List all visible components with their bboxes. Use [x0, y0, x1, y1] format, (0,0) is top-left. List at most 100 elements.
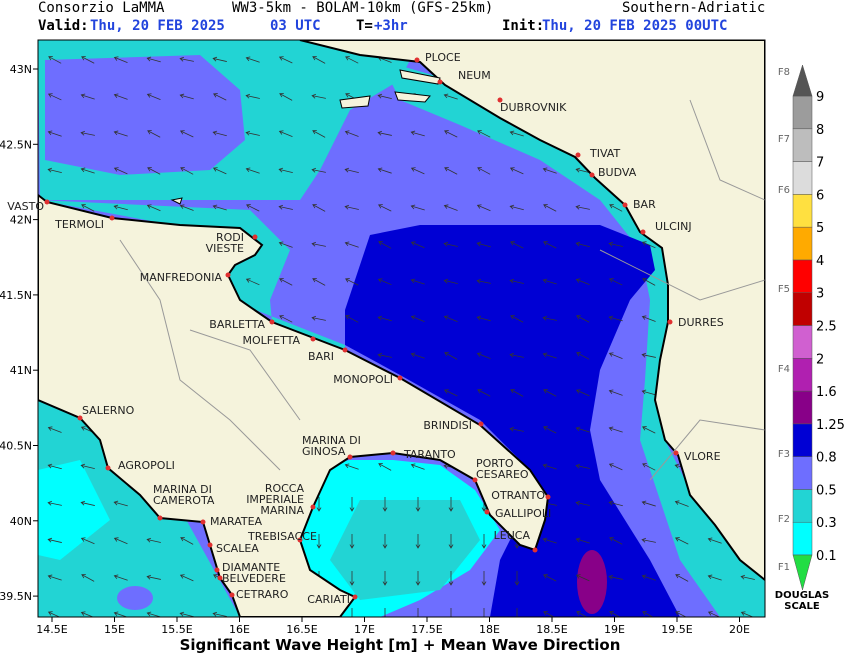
city-label: IMPERIALE [246, 493, 304, 506]
arrow [279, 315, 293, 323]
city-label: BELVEDERE [222, 572, 286, 585]
arrow [113, 500, 128, 507]
arrow [642, 463, 656, 471]
arrow [444, 167, 458, 175]
city-dot [105, 465, 111, 471]
legend-swatch [792, 456, 813, 490]
city-dot [207, 542, 213, 548]
arrow [448, 571, 454, 586]
city-dot [622, 202, 628, 208]
city-label: TARANTO [403, 448, 456, 461]
city-label: DURRES [678, 316, 724, 329]
arrow [279, 278, 293, 286]
legend-swatch [792, 489, 813, 523]
arrow [542, 278, 557, 285]
arrow [377, 167, 392, 174]
arrow [80, 463, 95, 470]
arrow [48, 56, 62, 64]
lat-label: 39.5N [0, 590, 32, 603]
douglas-label: F7 [778, 134, 790, 145]
lon-label: 15E [104, 623, 125, 636]
city-dot [225, 272, 231, 278]
arrow [344, 241, 359, 248]
arrow [476, 352, 491, 359]
arrow [609, 204, 623, 212]
arrow [481, 571, 487, 586]
legend-swatch [792, 161, 813, 195]
arrow [641, 352, 656, 358]
arrow [444, 352, 458, 360]
lat-label: 40N [10, 515, 32, 528]
model: WW3-5km - BOLAM-10km (GFS-25km) [232, 0, 493, 16]
arrow [443, 389, 458, 397]
arrow [575, 463, 590, 469]
arrow [212, 611, 227, 617]
arrow [344, 463, 359, 470]
arrow [675, 537, 689, 545]
arrow [382, 497, 388, 512]
legend-swatch [792, 226, 813, 261]
arrow [378, 463, 392, 471]
sea-zone [380, 60, 765, 617]
lon-label: 20E [729, 623, 750, 636]
arrow [278, 167, 293, 174]
arrow [410, 241, 425, 249]
arrow [675, 611, 687, 617]
arrow [179, 56, 194, 62]
arrow [410, 463, 425, 470]
arrow [509, 278, 524, 284]
valid-date: Thu, 20 FEB 2025 [90, 18, 225, 34]
map-frame [37, 39, 766, 618]
arrow [179, 574, 194, 582]
arrow [344, 130, 359, 137]
arrow [641, 537, 656, 543]
city-label: BRINDISI [423, 419, 472, 432]
arrow [543, 574, 557, 582]
city-dot [545, 494, 551, 500]
city-label: ROCCA [265, 482, 305, 495]
arrow [516, 608, 518, 617]
douglas-label: F8 [778, 67, 790, 78]
arrow [444, 130, 458, 138]
city-dot [252, 234, 258, 240]
arrow [443, 204, 458, 211]
arrow [246, 204, 260, 212]
arrow [312, 56, 326, 64]
arrow [410, 204, 425, 211]
arrow [81, 204, 95, 212]
arrow [575, 574, 590, 582]
arrow [674, 500, 689, 507]
arrow [609, 537, 623, 545]
arrow [312, 278, 326, 286]
arrow [575, 500, 590, 506]
city-label: NEUM [458, 69, 491, 82]
city-label: MARATEA [210, 515, 263, 528]
arrow [415, 571, 421, 586]
arrow [377, 130, 392, 136]
arrow [113, 130, 128, 137]
arrow [576, 315, 590, 323]
arrow [510, 241, 524, 249]
legend-level: 8 [816, 123, 824, 138]
legend-level: 5 [816, 221, 824, 236]
arrow [415, 497, 421, 512]
arrow [80, 167, 95, 174]
balkan-land [299, 40, 765, 582]
sea-zone [45, 55, 245, 175]
city-label: TREBISACCE [247, 530, 317, 543]
arrow [278, 241, 293, 248]
city-dot [44, 199, 50, 205]
arrow [349, 571, 355, 586]
arrow [377, 278, 392, 286]
city-label: RODI [216, 231, 244, 244]
city-dot [390, 450, 396, 456]
arrow [113, 204, 128, 211]
city-dot [229, 592, 235, 598]
sea-zone [330, 500, 480, 600]
arrow [113, 93, 128, 100]
arrow [80, 500, 95, 506]
city-dot [472, 477, 478, 483]
lon-label: 18.5E [536, 623, 567, 636]
arrow [47, 167, 62, 173]
